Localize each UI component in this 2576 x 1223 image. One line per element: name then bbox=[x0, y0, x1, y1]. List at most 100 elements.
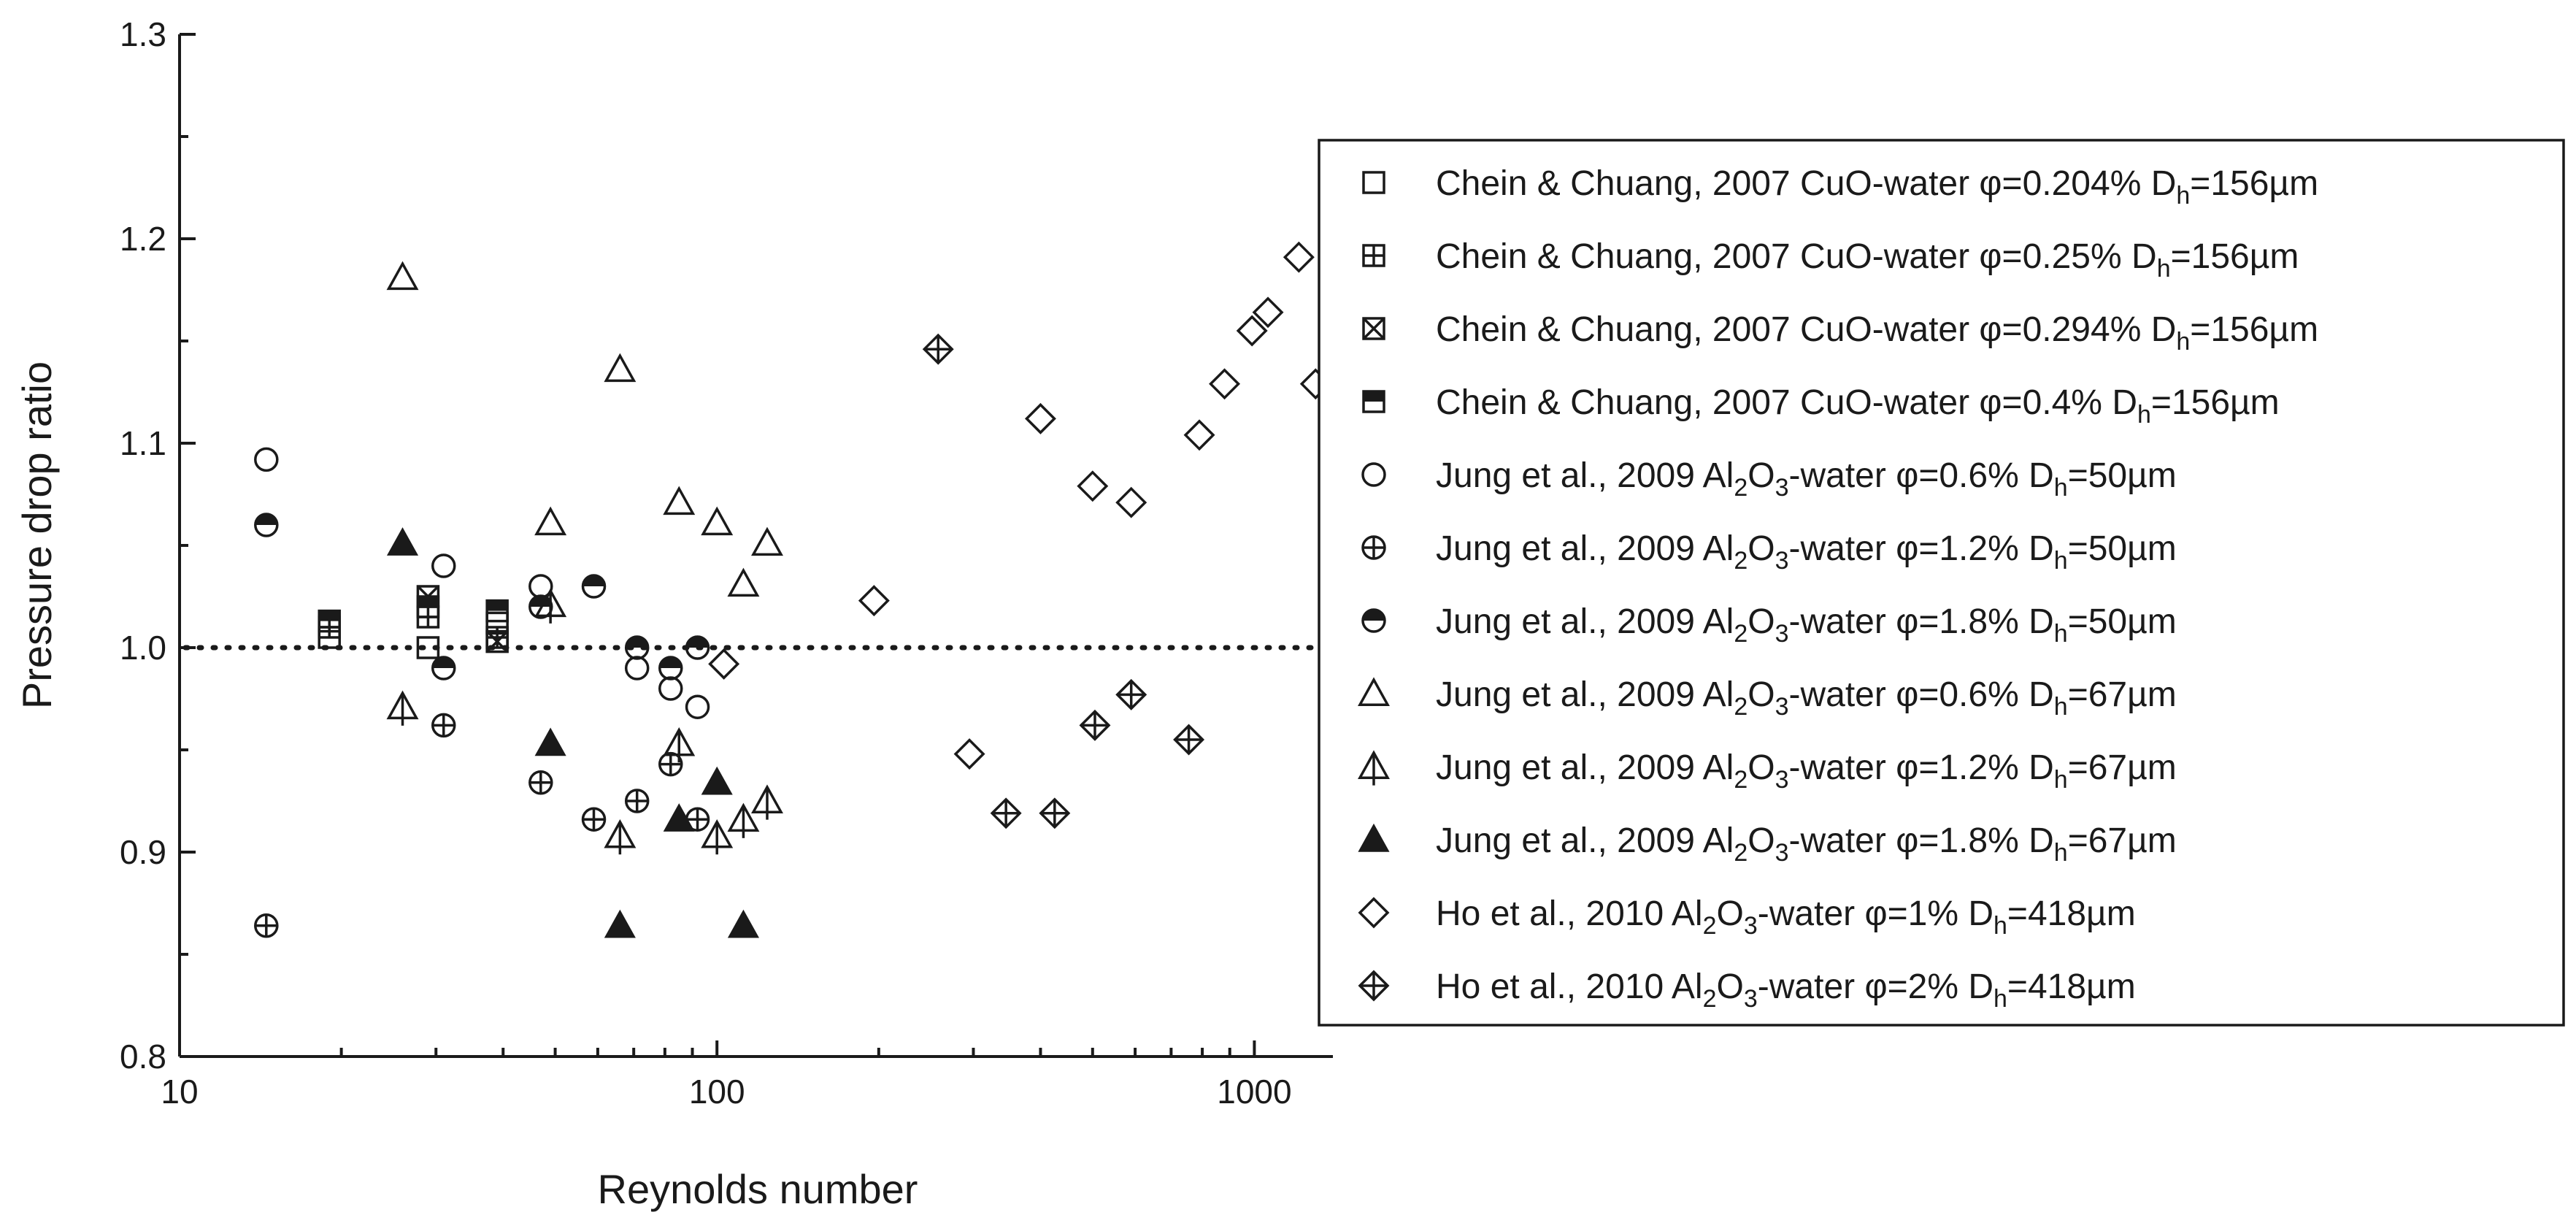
data-point bbox=[254, 447, 279, 472]
data-point bbox=[624, 656, 650, 680]
series-4 bbox=[318, 595, 509, 633]
data-point bbox=[386, 261, 419, 291]
data-point bbox=[254, 513, 279, 537]
data-point bbox=[1283, 241, 1315, 273]
data-point bbox=[727, 567, 760, 597]
data-point bbox=[663, 486, 696, 515]
legend-entry: Jung et al., 2009 Al2O3-water φ=1.8% Dh=… bbox=[1361, 602, 2177, 648]
data-point bbox=[1209, 368, 1241, 400]
data-point bbox=[685, 635, 710, 660]
x-tick-label: 1000 bbox=[1217, 1073, 1291, 1111]
data-point bbox=[990, 797, 1022, 829]
data-point bbox=[727, 909, 759, 938]
legend-marker bbox=[1361, 462, 1386, 487]
data-point bbox=[416, 636, 440, 659]
data-point bbox=[254, 913, 279, 938]
data-point bbox=[701, 766, 733, 795]
legend-entry: Jung et al., 2009 Al2O3-water φ=0.6% Dh=… bbox=[1358, 675, 2177, 721]
legend: Chein & Chuang, 2007 CuO-water φ=0.204% … bbox=[1318, 139, 2565, 1027]
data-point bbox=[663, 803, 695, 832]
data-point bbox=[1024, 402, 1056, 434]
y-tick-label: 1.3 bbox=[120, 15, 166, 53]
series-11 bbox=[708, 241, 1331, 770]
y-axis-title: Pressure drop ratio bbox=[14, 361, 60, 709]
series-8 bbox=[386, 261, 783, 597]
data-point bbox=[1173, 724, 1205, 756]
data-point bbox=[485, 599, 509, 623]
data-point bbox=[708, 648, 740, 680]
legend-entry: Ho et al., 2010 Al2O3-water φ=2% Dh=418µ… bbox=[1358, 967, 2136, 1013]
series-7 bbox=[254, 513, 710, 680]
data-point bbox=[581, 807, 607, 832]
legend-entry: Jung et al., 2009 Al2O3-water φ=1.2% Dh=… bbox=[1358, 748, 2177, 794]
series-12 bbox=[922, 333, 1205, 829]
data-point bbox=[701, 506, 734, 536]
data-point bbox=[1115, 486, 1147, 518]
data-point bbox=[431, 553, 456, 578]
data-point bbox=[1236, 315, 1268, 347]
data-point bbox=[416, 595, 440, 618]
data-point bbox=[1079, 709, 1111, 741]
legend-marker bbox=[1362, 390, 1385, 413]
data-point bbox=[922, 333, 954, 365]
legend-label: Ho et al., 2010 Al2O3-water φ=2% Dh=418µ… bbox=[1436, 967, 2136, 1013]
legend-entry: Chein & Chuang, 2007 CuO-water φ=0.294% … bbox=[1362, 310, 2318, 356]
data-point bbox=[581, 574, 607, 599]
legend-entry: Jung et al., 2009 Al2O3-water φ=0.6% Dh=… bbox=[1361, 456, 2177, 502]
data-point bbox=[604, 818, 637, 855]
data-point bbox=[431, 656, 456, 680]
data-point bbox=[727, 802, 760, 838]
data-point bbox=[751, 526, 783, 556]
legend-entry: Jung et al., 2009 Al2O3-water φ=1.8% Dh=… bbox=[1358, 821, 2177, 867]
x-tick-label: 10 bbox=[161, 1073, 198, 1111]
data-point bbox=[534, 506, 567, 536]
legend-label: Chein & Chuang, 2007 CuO-water φ=0.4% Dh… bbox=[1436, 383, 2280, 429]
data-point bbox=[1077, 470, 1109, 502]
legend-label: Chein & Chuang, 2007 CuO-water φ=0.25% D… bbox=[1436, 237, 2299, 283]
series-9 bbox=[386, 588, 783, 855]
legend-marker bbox=[1361, 608, 1386, 633]
x-axis-title: Reynolds number bbox=[598, 1166, 918, 1212]
y-tick-label: 1.0 bbox=[120, 629, 166, 667]
data-point bbox=[701, 818, 734, 855]
data-point bbox=[528, 770, 553, 795]
data-point bbox=[658, 676, 683, 701]
legend-entry: Ho et al., 2010 Al2O3-water φ=1% Dh=418µ… bbox=[1358, 894, 2136, 940]
data-point bbox=[953, 738, 985, 770]
legend-marker bbox=[1358, 897, 1390, 929]
legend-label: Jung et al., 2009 Al2O3-water φ=0.6% Dh=… bbox=[1436, 456, 2177, 502]
data-point bbox=[604, 909, 636, 938]
series-5 bbox=[254, 447, 710, 719]
legend-marker bbox=[1362, 171, 1385, 194]
legend-marker bbox=[1358, 677, 1390, 706]
y-tick-label: 1.1 bbox=[120, 424, 166, 462]
data-point bbox=[534, 588, 567, 624]
data-point bbox=[1115, 678, 1147, 710]
legend-marker bbox=[1361, 535, 1386, 560]
data-point bbox=[624, 635, 650, 660]
data-point bbox=[751, 784, 783, 820]
legend-marker bbox=[1362, 317, 1385, 340]
data-point bbox=[1039, 797, 1071, 829]
legend-entry: Jung et al., 2009 Al2O3-water φ=1.2% Dh=… bbox=[1361, 529, 2177, 575]
legend-label: Chein & Chuang, 2007 CuO-water φ=0.294% … bbox=[1436, 310, 2318, 356]
data-point bbox=[1183, 419, 1215, 451]
legend-entry: Chein & Chuang, 2007 CuO-water φ=0.204% … bbox=[1362, 164, 2318, 210]
y-tick-label: 1.2 bbox=[120, 220, 166, 258]
legend-marker bbox=[1358, 970, 1390, 1002]
series-1 bbox=[318, 611, 509, 659]
data-point bbox=[534, 727, 566, 756]
legend-box bbox=[1318, 139, 2565, 1027]
legend-marker bbox=[1358, 750, 1390, 786]
legend-entry: Chein & Chuang, 2007 CuO-water φ=0.4% Dh… bbox=[1362, 383, 2280, 429]
data-point bbox=[658, 751, 683, 777]
legend-label: Jung et al., 2009 Al2O3-water φ=0.6% Dh=… bbox=[1436, 675, 2177, 721]
legend-entry: Chein & Chuang, 2007 CuO-water φ=0.25% D… bbox=[1362, 237, 2299, 283]
data-point bbox=[604, 353, 637, 383]
data-point bbox=[386, 690, 419, 726]
data-point bbox=[431, 713, 456, 738]
legend-label: Chein & Chuang, 2007 CuO-water φ=0.204% … bbox=[1436, 164, 2318, 210]
data-point bbox=[658, 656, 683, 680]
legend-label: Jung et al., 2009 Al2O3-water φ=1.2% Dh=… bbox=[1436, 529, 2177, 575]
legend-marker bbox=[1362, 244, 1385, 267]
